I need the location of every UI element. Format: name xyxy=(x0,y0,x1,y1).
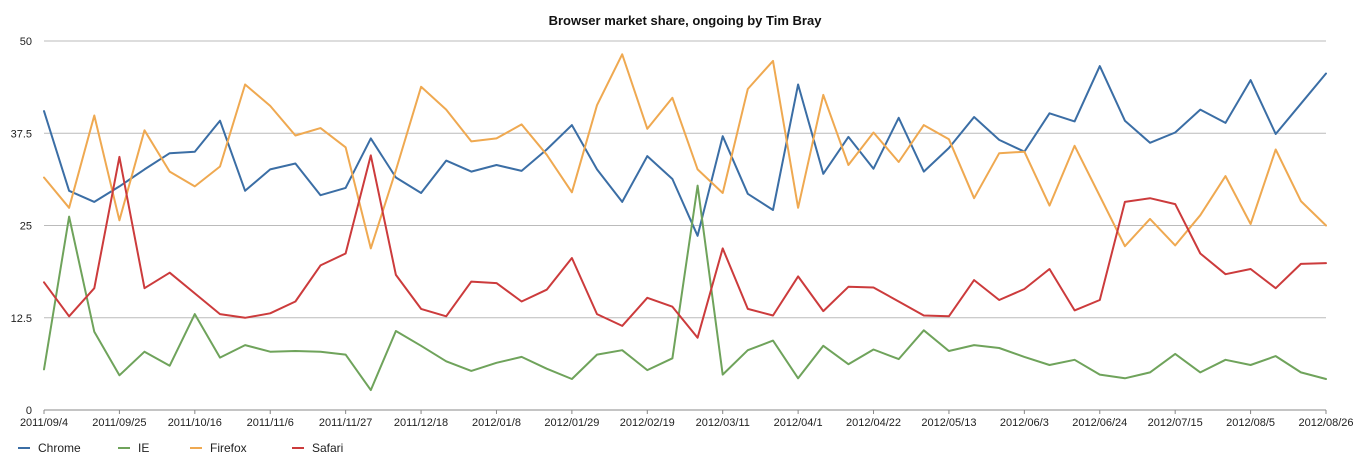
series-line-ie xyxy=(43,184,1327,392)
y-tick-label: 50 xyxy=(20,36,32,48)
x-tick-label: 2011/11/27 xyxy=(319,417,372,429)
x-tick-label: 2011/09/25 xyxy=(92,417,146,429)
x-axis-ticks: 2011/09/4 2011/09/25 2011/10/16 2011/11/6 20… xyxy=(20,410,1354,429)
x-tick-label: 2012/01/8 xyxy=(472,417,521,429)
x-tick-label: 2012/03/11 xyxy=(696,417,750,429)
x-tick-label: 2012/06/3 xyxy=(1000,417,1049,429)
legend-label: Firefox xyxy=(210,441,247,455)
x-tick-label: 2011/12/18 xyxy=(394,417,448,429)
x-tick-label: 2012/07/15 xyxy=(1148,417,1203,429)
series-line-safari xyxy=(43,154,1327,339)
legend: Chrome IE Firefox Safari xyxy=(18,441,343,455)
x-tick-label: 2011/11/6 xyxy=(247,417,294,429)
x-tick-label: 2012/04/22 xyxy=(846,417,901,429)
x-tick-label: 2011/10/16 xyxy=(168,417,222,429)
x-tick-label: 2012/01/29 xyxy=(544,417,599,429)
y-axis-ticks: 0 12.5 25 37.5 50 xyxy=(11,36,32,417)
x-tick-label: 2012/02/19 xyxy=(620,417,675,429)
gridlines xyxy=(44,40,1326,411)
y-tick-label: 37.5 xyxy=(11,128,32,140)
series-line-chrome xyxy=(43,65,1327,237)
series-line-firefox xyxy=(43,53,1327,250)
legend-label: Safari xyxy=(312,441,343,455)
chart-title: Browser market share, ongoing by Tim Bra… xyxy=(549,13,823,28)
x-tick-label: 2012/08/26 xyxy=(1298,417,1353,429)
legend-label: IE xyxy=(138,441,149,455)
x-tick-label: 2011/09/4 xyxy=(20,417,68,429)
x-tick-label: 2012/05/13 xyxy=(921,417,976,429)
x-tick-label: 2012/06/24 xyxy=(1072,417,1127,429)
y-tick-label: 12.5 xyxy=(11,313,32,325)
y-tick-label: 25 xyxy=(20,221,32,233)
legend-label: Chrome xyxy=(38,441,81,455)
y-tick-label: 0 xyxy=(26,405,32,417)
x-tick-label: 2012/08/5 xyxy=(1226,417,1275,429)
series-lines xyxy=(43,53,1327,392)
x-tick-label: 2012/04/1 xyxy=(774,417,823,429)
